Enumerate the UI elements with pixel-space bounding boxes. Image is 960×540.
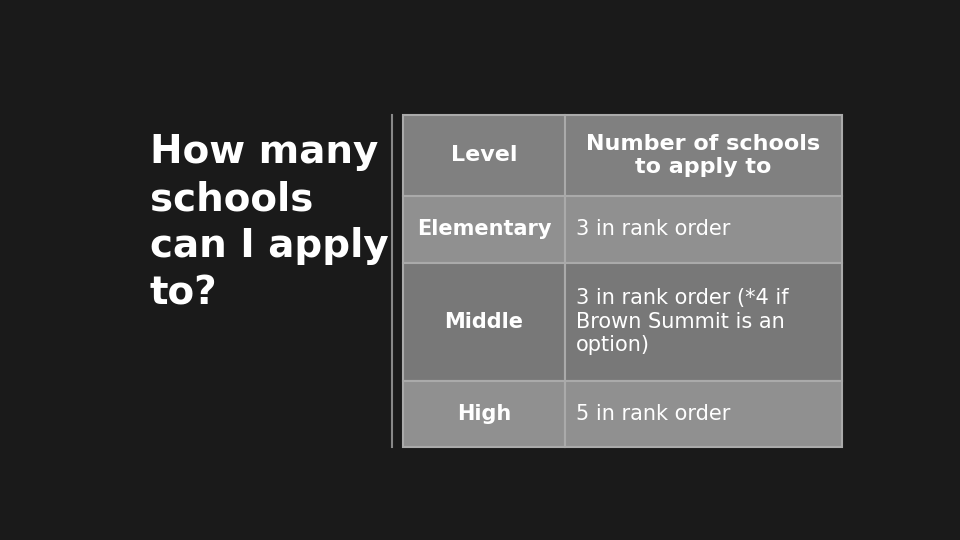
- Bar: [565, 196, 842, 262]
- Text: High: High: [457, 404, 511, 424]
- Bar: [565, 114, 842, 196]
- Text: How many
schools
can I apply
to?: How many schools can I apply to?: [150, 133, 389, 312]
- Text: Number of schools
to apply to: Number of schools to apply to: [587, 134, 821, 177]
- Bar: [403, 114, 565, 196]
- Text: Middle: Middle: [444, 312, 523, 332]
- Bar: [565, 262, 842, 381]
- Text: Elementary: Elementary: [417, 219, 551, 239]
- Text: Level: Level: [450, 145, 517, 165]
- Text: 5 in rank order: 5 in rank order: [576, 404, 731, 424]
- Text: 3 in rank order (*4 if
Brown Summit is an
option): 3 in rank order (*4 if Brown Summit is a…: [576, 288, 789, 355]
- Bar: [403, 381, 565, 447]
- Bar: [403, 262, 565, 381]
- Bar: [565, 381, 842, 447]
- Bar: [403, 196, 565, 262]
- Text: 3 in rank order: 3 in rank order: [576, 219, 731, 239]
